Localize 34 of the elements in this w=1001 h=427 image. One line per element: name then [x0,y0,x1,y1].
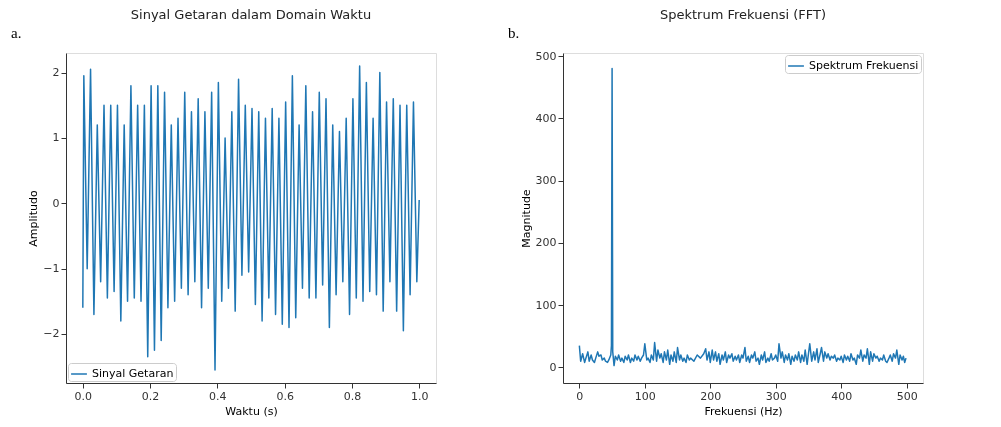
y-tick-label: 1 [52,131,60,145]
y-tick-label: 300 [535,174,557,188]
x-tick-label: 0.0 [74,389,93,403]
y-tick-label: 400 [535,111,557,125]
x-tick-label: 1.0 [410,389,429,403]
x-tick-label: 100 [634,389,656,403]
text: b. [508,25,520,41]
chart-title: Sinyal Getaran dalam Domain Waktu [130,7,372,22]
y-axis-title: Amplitudo [27,190,41,247]
legend-label: Spektrum Frekuensi [809,59,919,72]
y-tick-label: −2 [43,327,60,341]
x-tick-label: 200 [700,389,722,403]
x-axis-title: Frekuensi (Hz) [704,404,783,418]
x-tick-label: 0.4 [209,389,227,403]
x-tick-label: 300 [765,389,787,403]
x-tick-label: 0 [576,389,584,403]
chart-title: Spektrum Frekuensi (FFT) [659,7,827,22]
y-tick-label: 100 [535,298,557,312]
y-tick-label: 0 [549,360,557,374]
y-tick-label: 2 [52,66,60,80]
x-tick-label: 500 [896,389,918,403]
y-tick-label: −1 [43,262,60,276]
x-axis-title: Waktu (s) [225,404,278,418]
x-tick-label: 0.2 [141,389,160,403]
text: a. [11,25,22,41]
legend-label: Sinyal Getaran [92,367,174,380]
y-tick-label: 500 [535,49,557,63]
line-series [82,65,420,371]
y-tick-label: 0 [52,196,60,210]
y-tick-label: 200 [535,236,557,250]
y-axis-title: Magnitude [519,189,533,248]
x-tick-label: 0.6 [276,389,294,403]
x-tick-label: 0.8 [343,389,362,403]
x-tick-label: 400 [831,389,853,403]
